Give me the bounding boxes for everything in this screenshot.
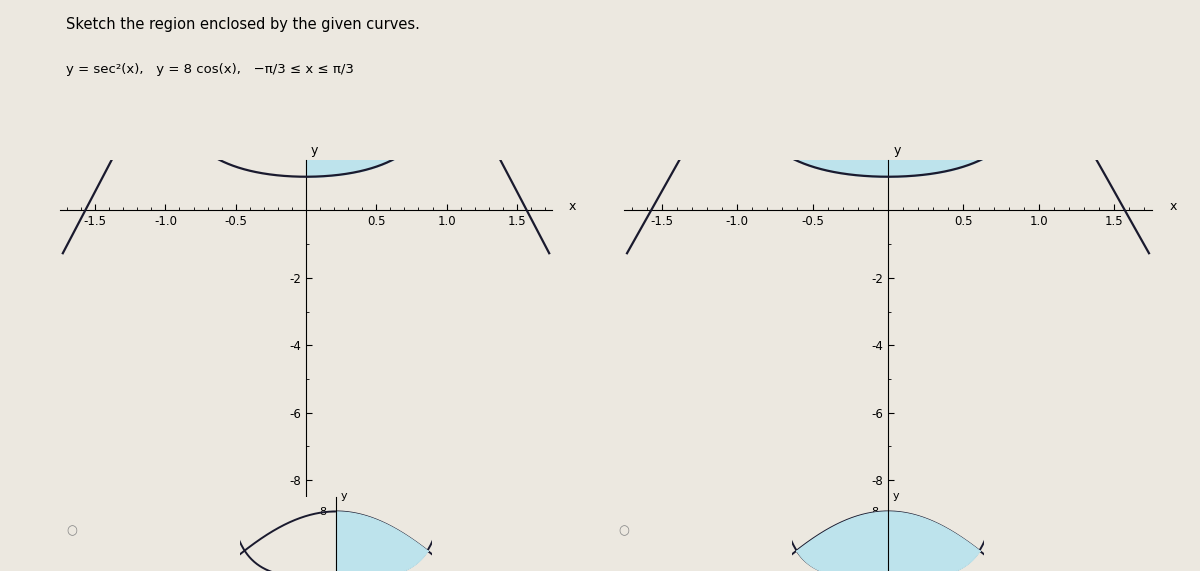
Text: ○: ○ (66, 524, 77, 537)
Text: ○: ○ (618, 524, 629, 537)
Text: y: y (311, 143, 318, 156)
Text: x: x (1170, 200, 1177, 213)
Text: y: y (893, 490, 899, 501)
Text: x: x (569, 200, 576, 213)
Text: Sketch the region enclosed by the given curves.: Sketch the region enclosed by the given … (66, 17, 420, 32)
Text: y = sec²(x),   y = 8 cos(x),   −π/3 ≤ x ≤ π/3: y = sec²(x), y = 8 cos(x), −π/3 ≤ x ≤ π/… (66, 63, 354, 76)
Text: y: y (341, 490, 347, 501)
Text: y: y (893, 143, 901, 156)
